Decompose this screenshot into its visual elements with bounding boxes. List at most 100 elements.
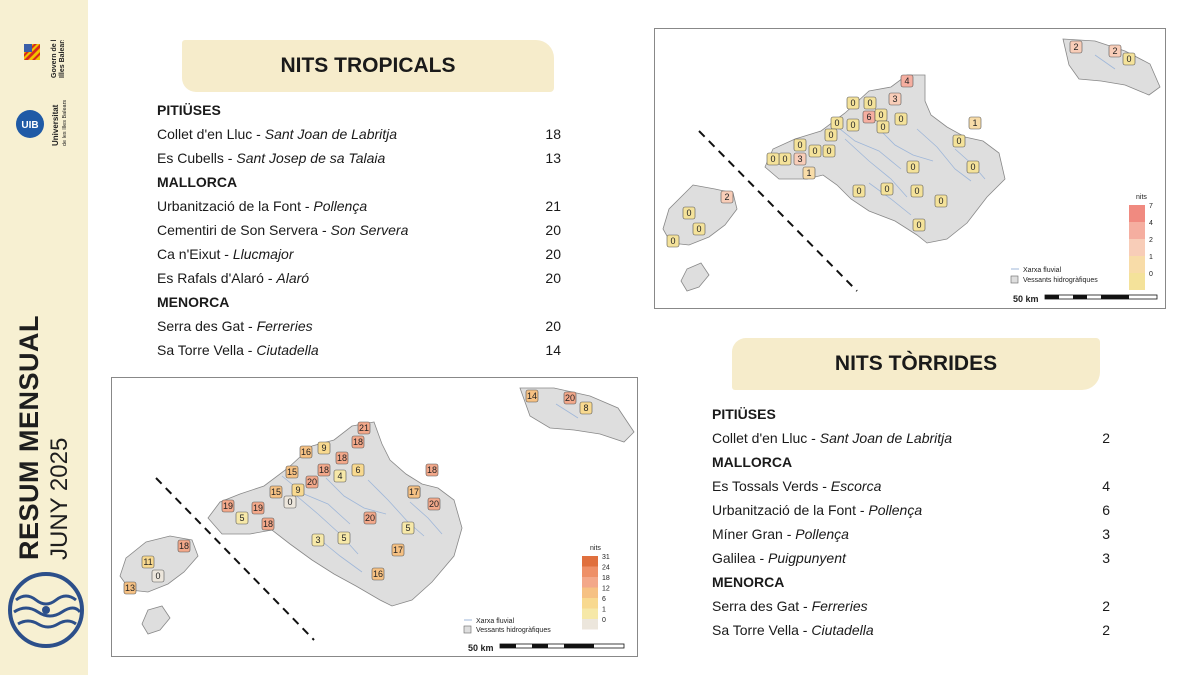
- station-badge-value: 0: [867, 98, 872, 108]
- municipality-name: Pollença: [868, 502, 923, 518]
- station-row: Es Cubells - Sant Josep de sa Talaia 13: [157, 146, 561, 170]
- scale-label: 50 km: [468, 643, 494, 653]
- municipality-name: Sant Joan de Labritja: [819, 430, 953, 446]
- station-name: Sa Torre Vella -: [157, 342, 257, 358]
- station-name: Serra des Gat -: [157, 318, 257, 334]
- torrides-banner: NITS TÒRRIDES: [732, 338, 1100, 390]
- tropicals-title: NITS TROPICALS: [280, 54, 456, 77]
- station-badge-value: 0: [850, 120, 855, 130]
- station-badge: 3: [793, 152, 807, 166]
- station-badge-value: 0: [956, 136, 961, 146]
- station-badge-value: 6: [355, 465, 360, 475]
- legend-swatch: [1129, 273, 1145, 290]
- govern-logo-text: Govern de les Illes Balears: [51, 40, 66, 78]
- legend-level: 1: [1149, 254, 1153, 261]
- station-name: Galilea -: [712, 550, 769, 566]
- station-badge: 15: [285, 465, 299, 479]
- legend-swatch: [582, 598, 598, 609]
- station-row: Ca n'Eixut - Llucmajor 20: [157, 242, 561, 266]
- night-count: 2: [1102, 622, 1110, 638]
- legend-swatch: [582, 566, 598, 577]
- station-badge: 0: [846, 96, 860, 110]
- svg-text:Govern de les: Govern de les: [51, 40, 58, 78]
- station-badge: 0: [830, 116, 844, 130]
- svg-text:Illes Balears: Illes Balears: [59, 40, 66, 78]
- station-badge-value: 17: [393, 545, 403, 555]
- legend-swatch: [582, 608, 598, 619]
- station-badge-value: 1: [972, 118, 977, 128]
- municipality-name: Pollença: [313, 198, 368, 214]
- station-badge: 0: [952, 134, 966, 148]
- station-badge: 16: [299, 445, 313, 459]
- station-badge: 9: [317, 441, 331, 455]
- station-badge-value: 2: [1073, 42, 1078, 52]
- station-row: Galilea - Puigpunyent 3: [712, 546, 1110, 570]
- night-count: 3: [1102, 526, 1110, 542]
- station-badge-value: 0: [916, 220, 921, 230]
- station-badge: 0: [846, 118, 860, 132]
- station-badge-value: 0: [686, 208, 691, 218]
- station-badge: 9: [291, 483, 305, 497]
- night-count: 20: [545, 222, 561, 238]
- station-badge: 3: [888, 92, 902, 106]
- station-badge-value: 0: [770, 154, 775, 164]
- station-badge-value: 0: [898, 114, 903, 124]
- station-badge-value: 0: [828, 130, 833, 140]
- uib-logo: UIB Universitat de les Illes Balears: [16, 100, 68, 146]
- municipality-name: Llucmajor: [232, 246, 294, 262]
- station-name: Es Cubells -: [157, 150, 237, 166]
- station-badge-value: 18: [319, 465, 329, 475]
- station-row: Collet d'en Lluc - Sant Joan de Labritja…: [157, 122, 561, 146]
- station-badge-value: 9: [295, 485, 300, 495]
- station-badge: 0: [793, 138, 807, 152]
- station-badge: 20: [363, 511, 377, 525]
- station-badge-value: 8: [583, 403, 588, 413]
- night-count: 4: [1102, 478, 1110, 494]
- torrides-title: NITS TÒRRIDES: [834, 352, 998, 375]
- legend-swatch: [1129, 222, 1145, 239]
- station-badge-value: 18: [427, 465, 437, 475]
- legend-title: nits: [590, 545, 601, 552]
- municipality-name: Puigpunyent: [768, 550, 846, 566]
- station-badge: 0: [692, 222, 706, 236]
- station-name: Cementiri de Son Servera -: [157, 222, 331, 238]
- station-badge-value: 0: [910, 162, 915, 172]
- station-badge: 18: [317, 463, 331, 477]
- scale-label: 50 km: [1013, 294, 1039, 304]
- climate-circle-logo: [8, 572, 84, 648]
- station-badge-value: 13: [125, 583, 135, 593]
- separator-dashed-line: [698, 130, 858, 292]
- station-badge-value: 20: [565, 393, 575, 403]
- station-badge: 6: [351, 463, 365, 477]
- station-badge: 8: [579, 401, 593, 415]
- municipality-name: Alaró: [276, 270, 310, 286]
- tropicals-map: 1420821181691818156420171591901951818172…: [111, 377, 638, 657]
- station-badge: 2: [1069, 40, 1083, 54]
- river-network: [834, 54, 1116, 216]
- station-badge: 0: [824, 128, 838, 142]
- station-badge: 11: [141, 555, 155, 569]
- station-badge: 0: [863, 96, 877, 110]
- legend-swatch: [582, 556, 598, 567]
- legend-vessants: Vessants hidrogràfiques: [1023, 277, 1098, 284]
- station-name: Urbanització de la Font -: [712, 502, 869, 518]
- station-badge-value: 2: [1112, 46, 1117, 56]
- region-heading: MENORCA: [157, 294, 230, 310]
- region-heading: MENORCA: [712, 574, 785, 590]
- municipality-name: Ciutadella: [811, 622, 874, 638]
- legend-swatch: [582, 577, 598, 588]
- station-badge-value: 0: [850, 98, 855, 108]
- station-name: Es Rafals d'Alaró -: [157, 270, 277, 286]
- station-row: Sa Torre Vella - Ciutadella 2: [712, 618, 1110, 642]
- station-badge: 18: [261, 517, 275, 531]
- station-badge: 20: [427, 497, 441, 511]
- station-badge: 0: [822, 144, 836, 158]
- station-row: Sa Torre Vella - Ciutadella 14: [157, 338, 561, 362]
- station-row: Es Tossals Verds - Escorca 4: [712, 474, 1110, 498]
- svg-text:UIB: UIB: [21, 120, 38, 131]
- station-badge-value: 9: [321, 443, 326, 453]
- legend-level: 2: [1149, 237, 1153, 244]
- station-badge-value: 5: [341, 533, 346, 543]
- station-badge-value: 20: [307, 477, 317, 487]
- municipality-name: Ferreries: [256, 318, 313, 334]
